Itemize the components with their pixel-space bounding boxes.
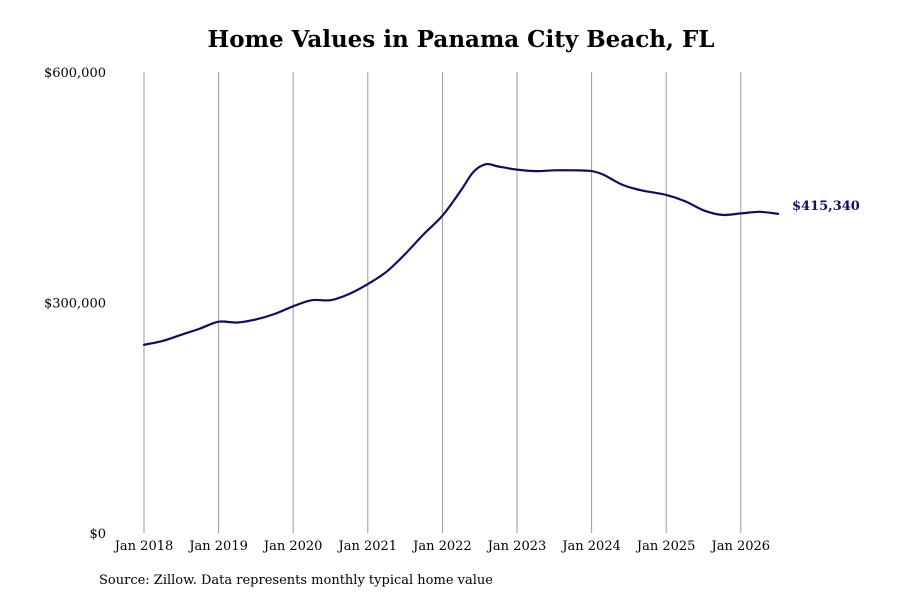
x-tick-label: Jan 2018 [113, 539, 174, 554]
y-tick-label: $300,000 [44, 297, 106, 312]
chart-title: Home Values in Panama City Beach, FL [207, 26, 715, 53]
end-value-label: $415,340 [792, 199, 860, 214]
y-axis-ticks: $0 $300,000 $600,000 [44, 66, 106, 542]
x-tick-label: Jan 2026 [710, 539, 771, 554]
x-tick-label: Jan 2020 [262, 539, 323, 554]
x-tick-label: Jan 2025 [635, 539, 696, 554]
x-tick-label: Jan 2023 [486, 539, 547, 554]
vertical-gridlines [143, 72, 742, 533]
x-tick-label: Jan 2021 [337, 539, 398, 554]
source-note: Source: Zillow. Data represents monthly … [99, 573, 493, 588]
home-value-line [142, 162, 780, 346]
y-tick-label: $0 [89, 527, 106, 542]
x-tick-label: Jan 2019 [187, 539, 248, 554]
x-axis-ticks: Jan 2018 Jan 2019 Jan 2020 Jan 2021 Jan 2022… [113, 539, 770, 554]
x-tick-label: Jan 2022 [411, 539, 472, 554]
y-tick-label: $600,000 [44, 66, 106, 81]
x-tick-label: Jan 2024 [560, 539, 621, 554]
